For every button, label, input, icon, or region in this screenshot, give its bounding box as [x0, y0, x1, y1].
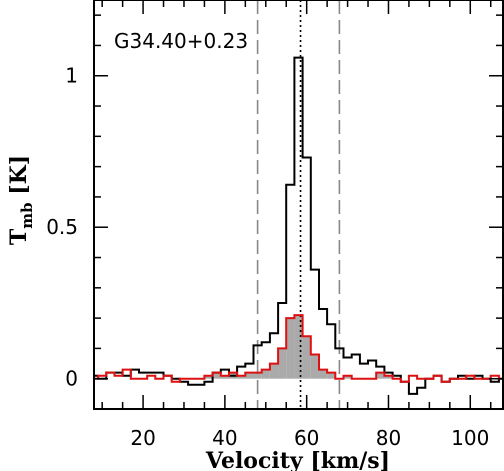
- series-1-fill-bin: [261, 369, 270, 379]
- y-axis-title-subscript: mb: [18, 202, 36, 228]
- y-tick-label: 1: [65, 64, 78, 88]
- series-1-fill-bin: [237, 375, 246, 379]
- series-1-fill-bin: [286, 318, 295, 379]
- x-tick-label: 100: [451, 426, 489, 450]
- series-1-fill-bin: [327, 372, 336, 379]
- source-label: G34.40+0.23: [114, 29, 248, 53]
- series-1-fill-bin: [310, 354, 319, 379]
- y-axis-title: Tmb [K]: [6, 155, 36, 245]
- series-1-fill-bin: [343, 375, 352, 379]
- y-tick-label: 0.5: [46, 215, 78, 239]
- plot-frame: [93, 0, 504, 410]
- series-1-fill-bin: [376, 372, 385, 379]
- series-1-fill-bin: [245, 372, 254, 379]
- series-1-line: [94, 314, 503, 383]
- series-1-fill-bin: [253, 372, 262, 379]
- series-1-fill-bin: [212, 372, 221, 379]
- x-tick-label: 40: [212, 426, 237, 450]
- series-1-fill-bin: [318, 369, 328, 379]
- y-axis-title-unit: [K]: [6, 155, 32, 203]
- y-tick-label: 0: [65, 367, 78, 391]
- series-1-fill-bin: [302, 336, 311, 379]
- series-1-fill-bin: [278, 348, 287, 379]
- x-axis-title: Velocity [km/s]: [205, 448, 390, 471]
- series-1-fill-bin: [384, 375, 393, 379]
- x-tick-label: 20: [130, 426, 155, 450]
- series-1-fill-bin: [269, 363, 279, 379]
- x-tick-label: 80: [376, 426, 401, 450]
- series-1-fill-bin: [204, 375, 213, 379]
- x-tick-label: 60: [294, 426, 319, 450]
- series-1-fill-bin: [294, 315, 303, 379]
- y-axis-title-main: T: [6, 228, 32, 245]
- series-1-fill-bin: [220, 375, 229, 379]
